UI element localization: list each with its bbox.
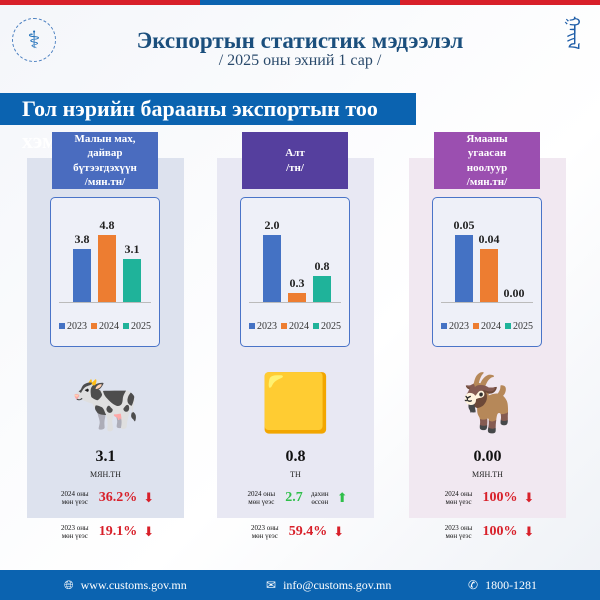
bar-label: 0.05 [453, 218, 475, 232]
bar-label: 3.1 [124, 242, 140, 257]
bar-label: 2.0 [264, 218, 280, 232]
email-link[interactable]: info@customs.gov.mn [283, 577, 392, 592]
flag-stripe [0, 0, 600, 5]
bar-label: 3.8 [74, 232, 90, 247]
goat-icon: 🐐 [452, 373, 523, 435]
arrow-down-icon: ⬇ [143, 490, 155, 506]
gold-bars-icon: 🟨 [260, 373, 331, 435]
unit: МЯН.ТН [90, 470, 121, 479]
comparison-row: 2023 оны мөн үеэс 59.4% ⬇ [250, 524, 345, 541]
arrow-up-icon: ⬆ [336, 490, 348, 506]
change-value: 19.1% [98, 524, 138, 540]
comparison-row: 2024 оны мөн үеэс 2.7 дахин өссөн ⬆ [247, 490, 348, 507]
chart-legend: 2023 2024 2025 [51, 321, 159, 332]
current-value: 0.8 [285, 448, 306, 465]
arrow-down-icon: ⬇ [523, 524, 535, 540]
comparison-row: 2024 оны мөн үеэс 100% ⬇ [444, 490, 535, 507]
legend-item: 2024 [281, 321, 309, 332]
comparison-row: 2024 оны мөн үеэс 36.2% ⬇ [60, 490, 155, 507]
page-subtitle: / 2025 оны эхний 1 сар / [218, 52, 382, 69]
panel-title: Алт/тн/ [242, 132, 348, 189]
bar-2024 [98, 235, 116, 303]
chart-legend: 2023 2024 2025 [241, 321, 349, 332]
bar-chart: 0.05 0.04 0.00 2023 2024 2025 [432, 197, 542, 347]
legend-item: 2025 [505, 321, 533, 332]
page-title: Экспортын статистик мэдээлэл [136, 28, 464, 53]
panel-title: Ямааны угаасан ноолуур/мян.тн/ [434, 132, 540, 189]
comparison-row: 2023 оны мөн үеэс 100% ⬇ [444, 524, 535, 541]
arrow-down-icon: ⬇ [523, 490, 535, 506]
change-value: 2.7 [285, 490, 303, 506]
footer: 🌐︎ www.customs.gov.mn ✉ info@customs.gov.m… [0, 570, 600, 600]
bar-2023 [455, 235, 473, 303]
phone-icon: ✆ [468, 577, 479, 592]
arrow-down-icon: ⬇ [333, 524, 345, 540]
legend-item: 2023 [249, 321, 277, 332]
bar-2024 [480, 248, 498, 303]
change-value: 100% [482, 490, 518, 506]
mongolian-script-logo: ᠭᠠᠢᠯ [564, 16, 581, 50]
unit: МЯН.ТН [472, 470, 503, 479]
bar-label: 0.04 [478, 231, 500, 246]
bar-2023 [263, 235, 281, 303]
comparison-row: 2023 оны мөн үеэс 19.1% ⬇ [60, 524, 155, 541]
bar-2025 [123, 259, 141, 303]
phone-number: 1800-1281 [485, 577, 538, 592]
bar-2025 [313, 275, 331, 303]
bar-label: 4.8 [99, 218, 115, 232]
panel-title: Малын мах, дайвар бүтээгдэхүүн/мян.тн/ [52, 132, 158, 189]
legend-item: 2023 [441, 321, 469, 332]
change-value: 59.4% [288, 524, 328, 540]
globe-icon: 🌐︎ [64, 577, 74, 592]
legend-item: 2024 [473, 321, 501, 332]
cow-icon: 🐄 [70, 373, 141, 435]
bar-chart: 3.8 4.8 3.1 2023 2024 2025 [50, 197, 160, 347]
customs-logo: ⚕ [12, 18, 56, 62]
current-value: 3.1 [95, 448, 116, 465]
bar-label: 0.3 [289, 275, 305, 290]
current-value: 0.00 [473, 448, 502, 465]
bar-chart: 2.0 0.3 0.8 2023 2024 2025 [240, 197, 350, 347]
legend-item: 2025 [123, 321, 151, 332]
change-value: 36.2% [98, 490, 138, 506]
legend-item: 2024 [91, 321, 119, 332]
change-value: 100% [482, 524, 518, 540]
chart-legend: 2023 2024 2025 [433, 321, 541, 332]
legend-item: 2025 [313, 321, 341, 332]
bar-label: 0.8 [314, 258, 330, 273]
bar-label: 0.00 [503, 286, 525, 300]
section-banner: Гол нэрийн барааны экспортын тоо хэмжээ [0, 93, 416, 153]
arrow-down-icon: ⬇ [143, 524, 155, 540]
mail-icon: ✉ [266, 577, 277, 592]
website-link[interactable]: www.customs.gov.mn [80, 577, 187, 592]
legend-item: 2023 [59, 321, 87, 332]
bar-2024 [288, 292, 306, 303]
unit: ТН [290, 470, 301, 479]
bar-2023 [73, 249, 91, 303]
